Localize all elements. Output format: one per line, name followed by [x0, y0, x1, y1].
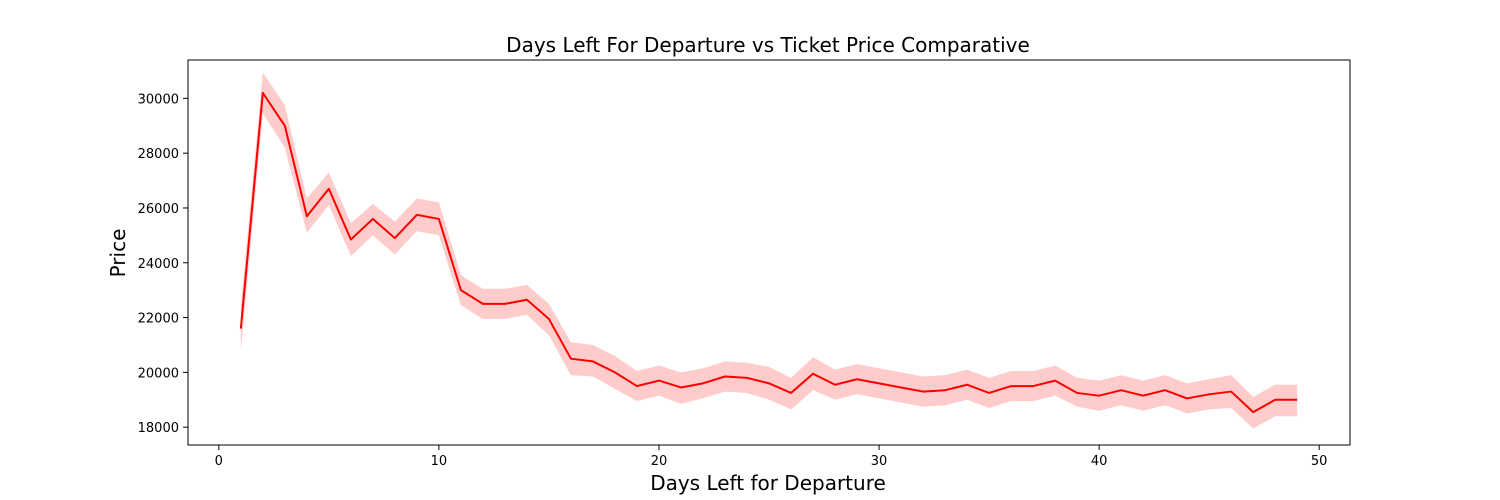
- data-point: [306, 215, 308, 217]
- chart-title: Days Left For Departure vs Ticket Price …: [506, 33, 1030, 57]
- data-point: [1252, 411, 1254, 413]
- data-point: [482, 303, 484, 305]
- data-point: [548, 318, 550, 320]
- price-line: [239, 91, 1298, 414]
- x-tick-label: 50: [1311, 454, 1328, 469]
- confidence-band: [240, 72, 1298, 429]
- data-point: [1098, 395, 1100, 397]
- y-axis: 18000 20000 22000 24000 26000 28000 30000: [138, 92, 188, 436]
- x-tick-label: 30: [871, 454, 888, 469]
- data-point: [988, 392, 990, 394]
- data-point: [372, 218, 374, 220]
- data-point: [658, 380, 660, 382]
- data-point: [240, 328, 242, 330]
- x-tick-label: 10: [431, 454, 448, 469]
- data-point: [1208, 393, 1210, 395]
- y-tick-label: 22000: [138, 312, 179, 327]
- data-point: [1010, 385, 1012, 387]
- data-point: [812, 373, 814, 375]
- data-point: [1120, 389, 1122, 391]
- data-point: [262, 92, 264, 94]
- data-point: [1186, 397, 1188, 399]
- data-point: [966, 384, 968, 386]
- data-point: [394, 237, 396, 239]
- data-point: [1142, 395, 1144, 397]
- data-point: [900, 386, 902, 388]
- y-tick-label: 20000: [138, 366, 179, 381]
- data-point: [636, 385, 638, 387]
- data-point: [1032, 385, 1034, 387]
- y-tick-label: 28000: [138, 147, 179, 162]
- x-tick-label: 0: [215, 454, 223, 469]
- data-point: [350, 238, 352, 240]
- data-point: [1230, 391, 1232, 393]
- data-point: [878, 382, 880, 384]
- data-point: [790, 392, 792, 394]
- data-point: [746, 377, 748, 379]
- plot-frame: [187, 59, 1351, 446]
- data-point: [834, 384, 836, 386]
- data-point: [1274, 399, 1276, 401]
- data-point: [504, 303, 506, 305]
- data-point: [592, 360, 594, 362]
- data-point: [570, 358, 572, 360]
- plot-area: [239, 72, 1298, 429]
- data-point: [856, 378, 858, 380]
- x-tick-label: 40: [1091, 454, 1108, 469]
- data-point: [680, 386, 682, 388]
- data-point: [438, 218, 440, 220]
- y-tick-label: 26000: [138, 202, 179, 217]
- data-point: [702, 382, 704, 384]
- y-tick-label: 18000: [138, 421, 179, 436]
- data-point: [1296, 399, 1298, 401]
- data-point: [1054, 380, 1056, 382]
- data-point: [284, 125, 286, 127]
- data-point: [1076, 392, 1078, 394]
- x-axis-title: Days Left for Departure: [650, 471, 886, 495]
- data-point: [416, 214, 418, 216]
- x-axis: 0 10 20 30 40 50: [215, 445, 1328, 469]
- data-point: [922, 391, 924, 393]
- x-tick-label: 20: [651, 454, 668, 469]
- data-point: [724, 375, 726, 377]
- data-point: [944, 389, 946, 391]
- data-point: [1164, 389, 1166, 391]
- data-point: [328, 188, 330, 190]
- y-tick-label: 30000: [138, 92, 179, 107]
- data-point: [614, 371, 616, 373]
- data-point: [768, 382, 770, 384]
- y-axis-title: Price: [106, 229, 130, 278]
- data-point: [460, 289, 462, 291]
- y-tick-label: 24000: [138, 257, 179, 272]
- data-point: [526, 299, 528, 301]
